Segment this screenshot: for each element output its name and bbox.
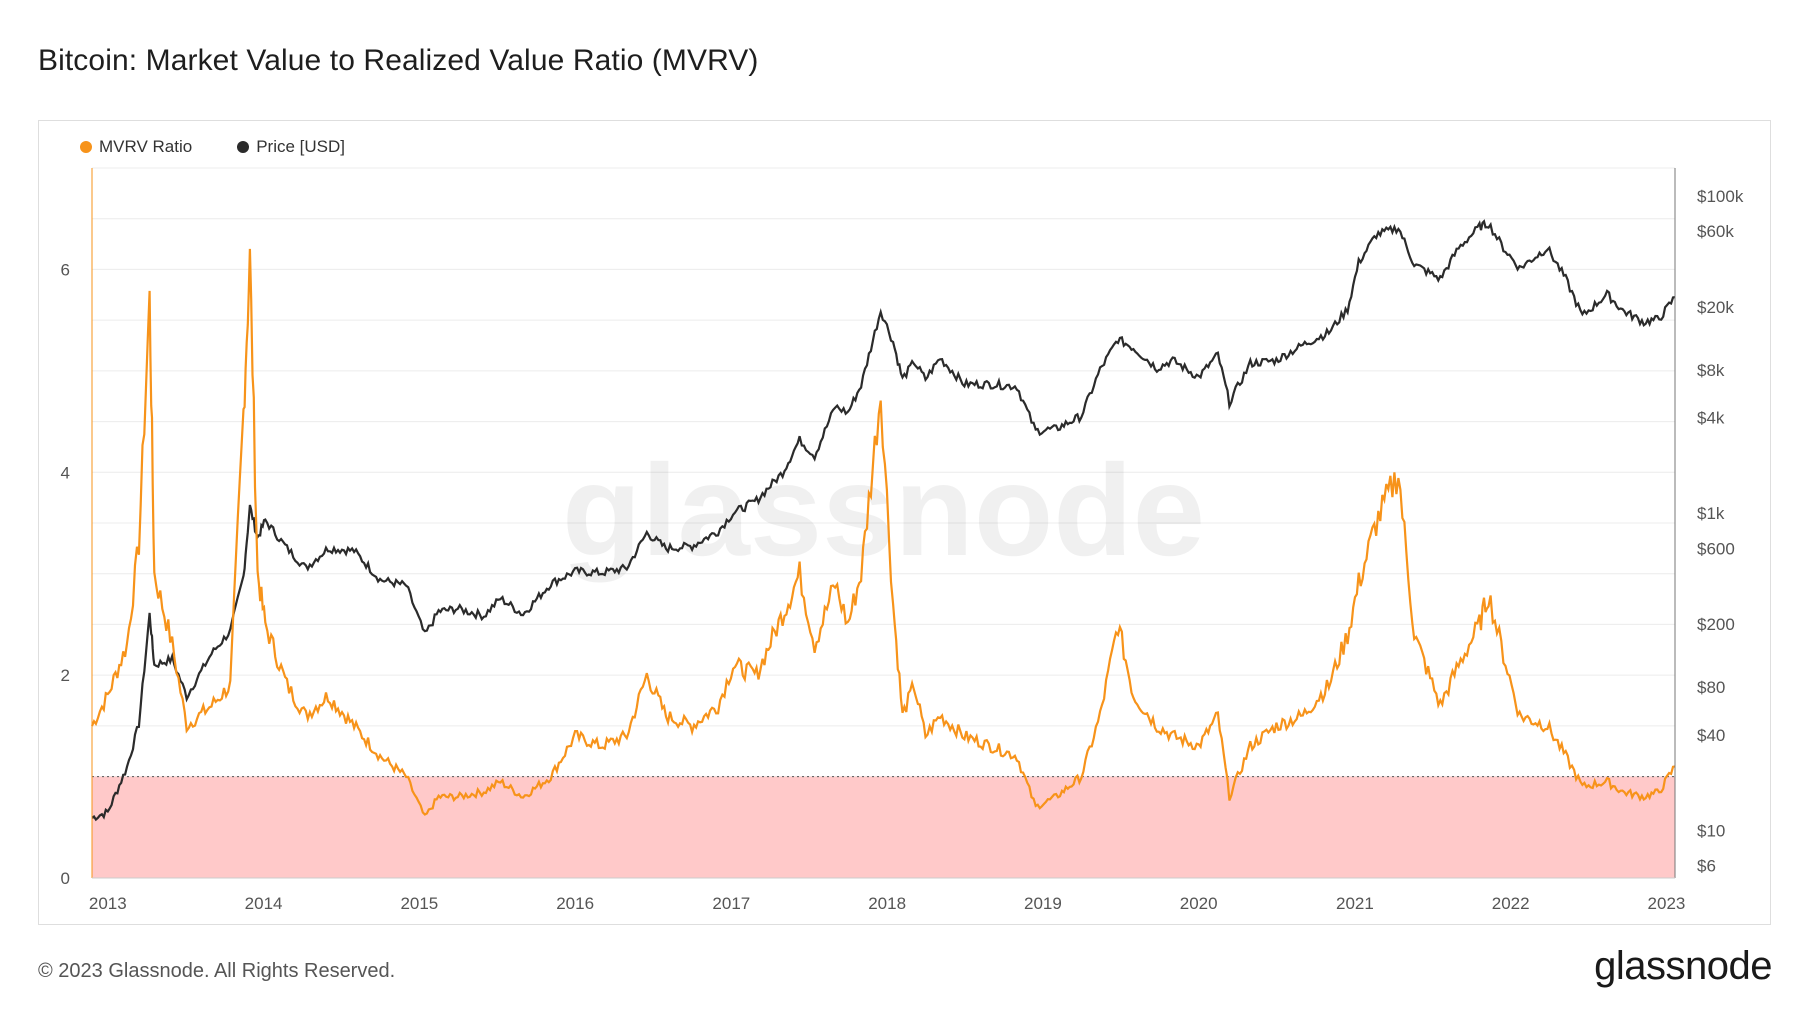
right-tick-label: $1k <box>1697 504 1725 523</box>
right-tick-label: $10 <box>1697 821 1725 840</box>
legend-dot-price <box>237 141 250 153</box>
right-tick-label: $40 <box>1697 726 1725 745</box>
right-tick-label: $20k <box>1697 298 1734 317</box>
left-tick-label: 2 <box>61 666 70 685</box>
left-tick-label: 6 <box>61 260 70 279</box>
legend: MVRV Ratio Price [USD] <box>80 137 345 157</box>
x-tick-label: 2022 <box>1492 894 1530 913</box>
mvrv-series-line <box>90 248 1676 816</box>
x-tick-label: 2020 <box>1180 894 1218 913</box>
right-tick-label: $6 <box>1697 856 1716 875</box>
legend-label-mvrv: MVRV Ratio <box>99 137 193 156</box>
left-tick-label: 4 <box>61 463 70 482</box>
x-tick-label: 2016 <box>556 894 594 913</box>
right-axis-ticks: $6 $10 $40 $80 $200 $600 $1k $4k $8k $20k $60k $100… <box>1697 187 1744 876</box>
price-series-line <box>91 219 1676 822</box>
legend-item-mvrv[interactable]: MVRV Ratio <box>80 137 192 157</box>
x-tick-label: 2019 <box>1024 894 1062 913</box>
page-title: Bitcoin: Market Value to Realized Value … <box>38 44 759 77</box>
legend-dot-mvrv <box>80 141 92 153</box>
brand-logo: glassnode <box>1594 944 1772 988</box>
right-tick-label: $100k <box>1697 187 1744 206</box>
left-axis-ticks: 0 2 4 6 <box>61 260 70 888</box>
right-tick-label: $60k <box>1697 222 1734 241</box>
undervalued-zone <box>92 776 1675 878</box>
copyright: © 2023 Glassnode. All Rights Reserved. <box>38 960 396 982</box>
x-tick-label: 2018 <box>868 894 906 913</box>
x-axis-ticks: 2013 2014 2015 2016 2017 2018 2019 2020 2021 2022… <box>89 894 1686 913</box>
x-tick-label: 2023 <box>1648 894 1686 913</box>
right-tick-label: $80 <box>1697 678 1725 697</box>
x-tick-label: 2017 <box>712 894 750 913</box>
legend-label-price: Price [USD] <box>256 137 346 156</box>
x-tick-label: 2015 <box>400 894 438 913</box>
right-tick-label: $600 <box>1697 539 1735 558</box>
legend-item-price[interactable]: Price [USD] <box>237 137 345 157</box>
x-tick-label: 2021 <box>1336 894 1374 913</box>
right-tick-label: $8k <box>1697 361 1725 380</box>
left-tick-label: 0 <box>61 869 70 888</box>
x-tick-label: 2014 <box>245 894 283 913</box>
x-tick-label: 2013 <box>89 894 127 913</box>
chart-frame <box>38 120 1771 925</box>
right-tick-label: $200 <box>1697 615 1735 634</box>
right-tick-label: $4k <box>1697 409 1725 428</box>
